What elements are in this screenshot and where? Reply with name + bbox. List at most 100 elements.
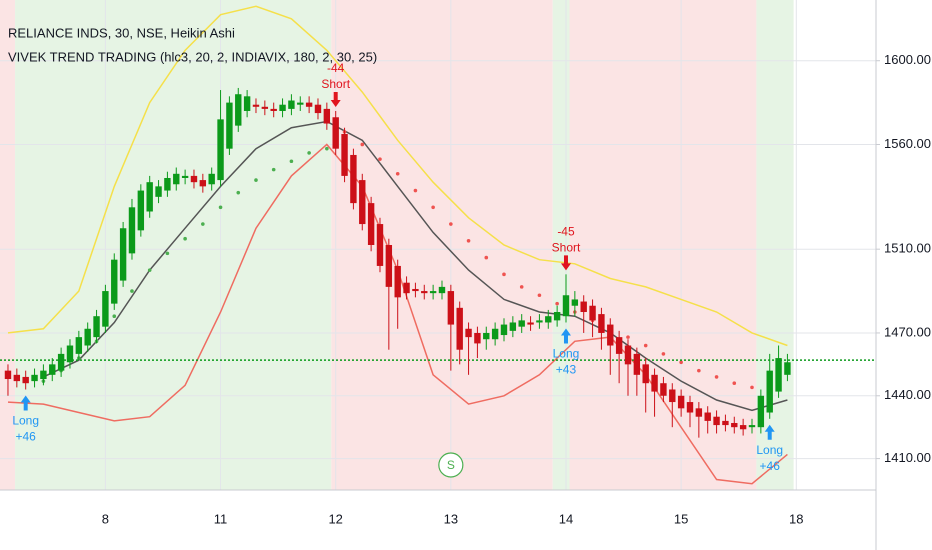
signal-amount: +43 (556, 363, 577, 377)
trailing-stop-dot (307, 151, 311, 155)
candle-body (704, 412, 711, 421)
signal-label: Long (553, 347, 580, 361)
indicator-line (7, 5, 788, 347)
indicator-line (43, 120, 788, 412)
candle-body (119, 228, 127, 281)
candle-body (66, 345, 74, 363)
candle-body (553, 312, 561, 321)
session-marker-text: S (447, 458, 455, 472)
trailing-stop-dot (750, 385, 754, 390)
candle-body (226, 102, 233, 149)
candle-body (651, 374, 658, 392)
trend-region (15, 0, 332, 490)
signal-amount: -44 (327, 61, 345, 75)
trailing-stop-dot (236, 190, 241, 195)
candle-body (359, 180, 366, 225)
trailing-stop-dot (183, 236, 187, 241)
candle-body (545, 316, 552, 323)
candle-body (367, 203, 375, 245)
candle-body (128, 207, 136, 254)
y-tick-label: 1560.00 (884, 136, 931, 151)
candle-body (438, 286, 446, 294)
signal-label: Long (756, 443, 783, 457)
candle-body (93, 316, 100, 338)
candle-body (536, 320, 543, 323)
candle-body (722, 420, 729, 426)
session-marker (438, 452, 464, 478)
candle-body (235, 94, 242, 126)
candle-body (571, 299, 579, 306)
candle-body (394, 265, 401, 298)
trend-region (0, 0, 16, 490)
candle-body (208, 173, 215, 185)
candle-body (660, 383, 667, 396)
trailing-stop-dot (360, 142, 365, 147)
candle-body (297, 102, 304, 105)
candle-body (447, 291, 455, 325)
trailing-stop-dot (466, 239, 471, 243)
candle-body (429, 291, 437, 294)
trailing-stop-dot (395, 172, 400, 176)
short-arrow (330, 91, 341, 107)
chart-title: RELIANCE INDS, 30, NSE, Heikin Ashi (8, 25, 235, 40)
candle-body (40, 370, 47, 380)
candle-body (305, 102, 313, 107)
candle-body (243, 96, 251, 111)
candle-body (775, 358, 782, 392)
candle-body (288, 100, 295, 109)
trailing-stop-dot (130, 289, 134, 293)
y-tick-label: 1510.00 (884, 241, 931, 256)
trailing-stop-dot (643, 343, 648, 348)
candle-body (4, 370, 12, 380)
candle-body (624, 345, 632, 365)
candle-body (111, 259, 118, 304)
trend-region (569, 0, 757, 490)
candle-body (677, 395, 685, 409)
candle-body (376, 224, 384, 266)
candle-body (527, 322, 534, 325)
signal-label: Short (321, 77, 350, 91)
long-arrow (764, 424, 775, 440)
trailing-stop-dot (626, 335, 630, 339)
candle-body (173, 173, 180, 185)
trailing-stop-dot (271, 167, 276, 172)
trailing-stop-dot (484, 255, 489, 260)
candle-body (518, 320, 525, 327)
candle-body (385, 245, 393, 287)
candle-body (598, 314, 605, 333)
candle-body (615, 337, 623, 354)
long-arrow (560, 328, 571, 344)
candle-body (633, 353, 641, 375)
trailing-stop-dot (679, 360, 683, 365)
candle-body (31, 374, 38, 382)
candle-body (412, 288, 419, 292)
long-arrow (20, 395, 31, 411)
chart-subtitle: VIVEK TREND TRADING (hlc3, 20, 2, INDIAV… (8, 49, 377, 64)
trailing-stop-dot (325, 146, 329, 151)
candle-body (102, 291, 109, 327)
candle-body (500, 324, 508, 336)
candle-body (686, 402, 694, 413)
candle-body (456, 307, 463, 350)
short-arrow (560, 255, 571, 271)
trailing-stop-dot (537, 293, 542, 298)
candle-body (509, 322, 517, 331)
signal-label: Short (552, 240, 581, 254)
trailing-stop-dot (519, 285, 524, 289)
candle-body (580, 301, 587, 313)
x-tick-label: 13 (444, 511, 458, 526)
trailing-stop-dot (378, 157, 382, 161)
candle-body (562, 295, 570, 317)
candle-body (199, 180, 207, 187)
trailing-stop-dot (112, 314, 117, 318)
candle-body (270, 108, 277, 111)
candle-body (695, 408, 703, 417)
x-tick-label: 8 (102, 511, 109, 526)
candle-body (217, 119, 224, 181)
trailing-stop-dot (147, 268, 152, 272)
y-tick-label: 1440.00 (884, 387, 931, 402)
trend-region (331, 0, 553, 490)
trailing-stop-dot (732, 381, 737, 386)
candle-body (642, 364, 649, 384)
